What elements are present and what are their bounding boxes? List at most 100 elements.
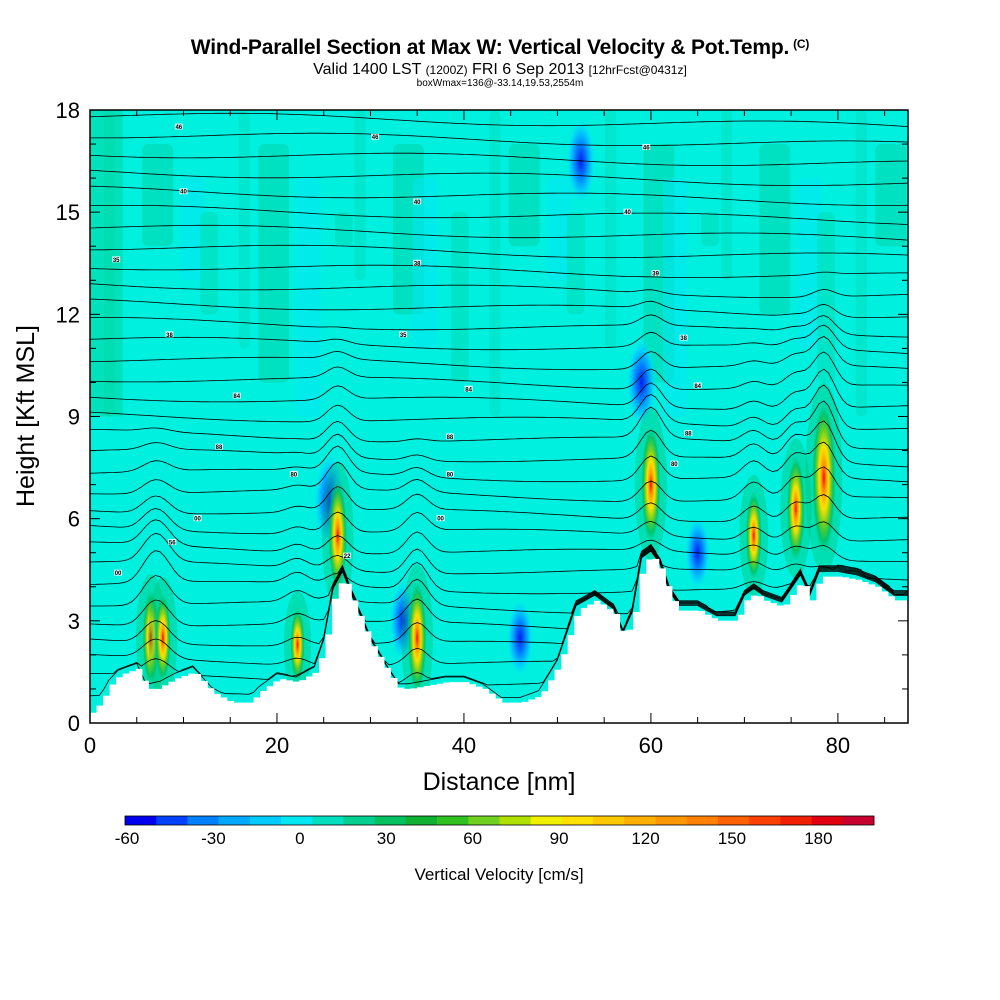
theta-contour xyxy=(90,532,908,581)
theta-contour xyxy=(90,550,908,698)
theta-contour xyxy=(90,324,908,354)
colorbar-swatch xyxy=(374,816,407,825)
theta-label: 40 xyxy=(624,210,631,216)
colorbar-tick-label: 30 xyxy=(377,829,396,848)
theta-label: 80 xyxy=(671,462,678,468)
colorbar-tick-label: 60 xyxy=(463,829,482,848)
theta-contour xyxy=(90,400,908,450)
theta-label: 00 xyxy=(437,517,444,523)
field-band xyxy=(875,144,907,247)
theta-label-bg xyxy=(445,433,454,440)
field-band xyxy=(90,110,123,417)
theta-contour xyxy=(90,112,908,127)
field-band xyxy=(489,110,501,417)
theta-contour xyxy=(90,283,908,299)
theta-label: 38 xyxy=(166,333,173,339)
x-tick-label: 60 xyxy=(639,733,663,758)
field-band xyxy=(721,110,733,281)
colorbar-swatch xyxy=(749,816,781,825)
y-tick-label: 9 xyxy=(68,405,80,430)
colorbar-swatch xyxy=(624,816,656,825)
theta-contour xyxy=(90,546,908,634)
theta-label-bg xyxy=(174,123,183,130)
theta-contour xyxy=(90,244,908,259)
updraft-core xyxy=(811,396,837,560)
theta-contour xyxy=(90,544,908,596)
theta-label-bg xyxy=(399,331,408,338)
theta-label-bg xyxy=(193,515,202,522)
theta-label: 56 xyxy=(169,541,176,547)
colorbar-swatch xyxy=(125,816,157,825)
field-band xyxy=(663,178,688,417)
colorbar-tick-label: -30 xyxy=(201,829,226,848)
colorbar-tick-label: 90 xyxy=(550,829,569,848)
y-tick-label: 6 xyxy=(68,507,80,532)
theta-label: 38 xyxy=(680,336,687,342)
colorbar-swatch xyxy=(842,816,875,825)
theta-label-bg xyxy=(670,460,679,467)
theta-label: 40 xyxy=(414,200,421,206)
theta-contour xyxy=(90,204,908,225)
theta-contour xyxy=(90,441,908,483)
y-tick-label: 0 xyxy=(68,711,80,736)
theta-label-bg xyxy=(112,256,121,263)
theta-labels: 46 46 46 40 40 40 35 38 39 38 35 38 84 84 84 88 88 88 80 80… xyxy=(112,123,702,577)
colorbar-label: Vertical Velocity [cm/s] xyxy=(414,865,583,884)
theta-contour xyxy=(90,420,908,468)
theta-label: 88 xyxy=(216,445,223,451)
updraft-core xyxy=(640,422,662,547)
theta-contour xyxy=(90,545,908,615)
theta-label-bg xyxy=(179,188,188,195)
theta-label-bg xyxy=(436,515,445,522)
theta-label-bg xyxy=(413,198,422,205)
updraft-core xyxy=(745,488,763,583)
theta-label-bg xyxy=(289,470,298,477)
colorbar-swatch xyxy=(343,816,375,825)
box-wmax-info: boxWmax=136@-33.14,19.53,2554m xyxy=(416,78,584,89)
colorbar-tick-label: 120 xyxy=(631,829,659,848)
colorbar-swatch xyxy=(312,816,344,825)
theta-contour xyxy=(90,549,908,686)
colorbar-swatch xyxy=(593,816,625,825)
colorbar-swatch xyxy=(811,816,844,825)
theta-label: 35 xyxy=(400,333,407,339)
field-band xyxy=(258,144,290,383)
theta-contour xyxy=(90,351,908,390)
colorbar-swatch xyxy=(468,816,500,825)
colorbar-swatch xyxy=(530,816,563,825)
theta-label: 84 xyxy=(233,394,240,400)
colorbar-swatch xyxy=(249,816,282,825)
x-axis-label: Distance [nm] xyxy=(423,768,576,796)
theta-label-bg xyxy=(642,143,651,150)
chart-subtitle: Valid 1400 LST (1200Z) FRI 6 Sep 2013 [1… xyxy=(0,61,1000,79)
theta-label-bg xyxy=(693,382,702,389)
theta-label: 80 xyxy=(290,472,297,478)
theta-contour xyxy=(90,298,908,318)
theta-contour xyxy=(90,508,908,542)
theta-label: 46 xyxy=(643,145,650,151)
theta-label: 39 xyxy=(652,271,659,277)
theta-contour xyxy=(90,314,908,338)
x-tick-label: 40 xyxy=(452,733,476,758)
theta-contour xyxy=(90,547,908,647)
colorbar-swatch xyxy=(437,816,469,825)
field-band xyxy=(817,212,836,383)
theta-label-bg xyxy=(464,385,473,392)
theta-label-bg xyxy=(215,443,224,450)
colorbar-tick-label: 150 xyxy=(718,829,746,848)
field-band xyxy=(855,110,867,417)
field-band xyxy=(605,110,617,349)
axes: 0 20 40 60 80 0 3 6 9 12 15 18 xyxy=(56,98,908,758)
colorbar-swatch xyxy=(655,816,688,825)
velocity-cores xyxy=(135,119,843,711)
colorbar-tick-label: 180 xyxy=(804,829,832,848)
theta-label-bg xyxy=(114,569,123,576)
field-band xyxy=(412,178,437,349)
x-tick-label: 0 xyxy=(84,733,96,758)
x-tick-label: 20 xyxy=(265,733,289,758)
field-band xyxy=(797,178,822,349)
theta-label-bg xyxy=(232,392,241,399)
theta-label: 80 xyxy=(447,472,454,478)
field-band xyxy=(354,110,366,281)
